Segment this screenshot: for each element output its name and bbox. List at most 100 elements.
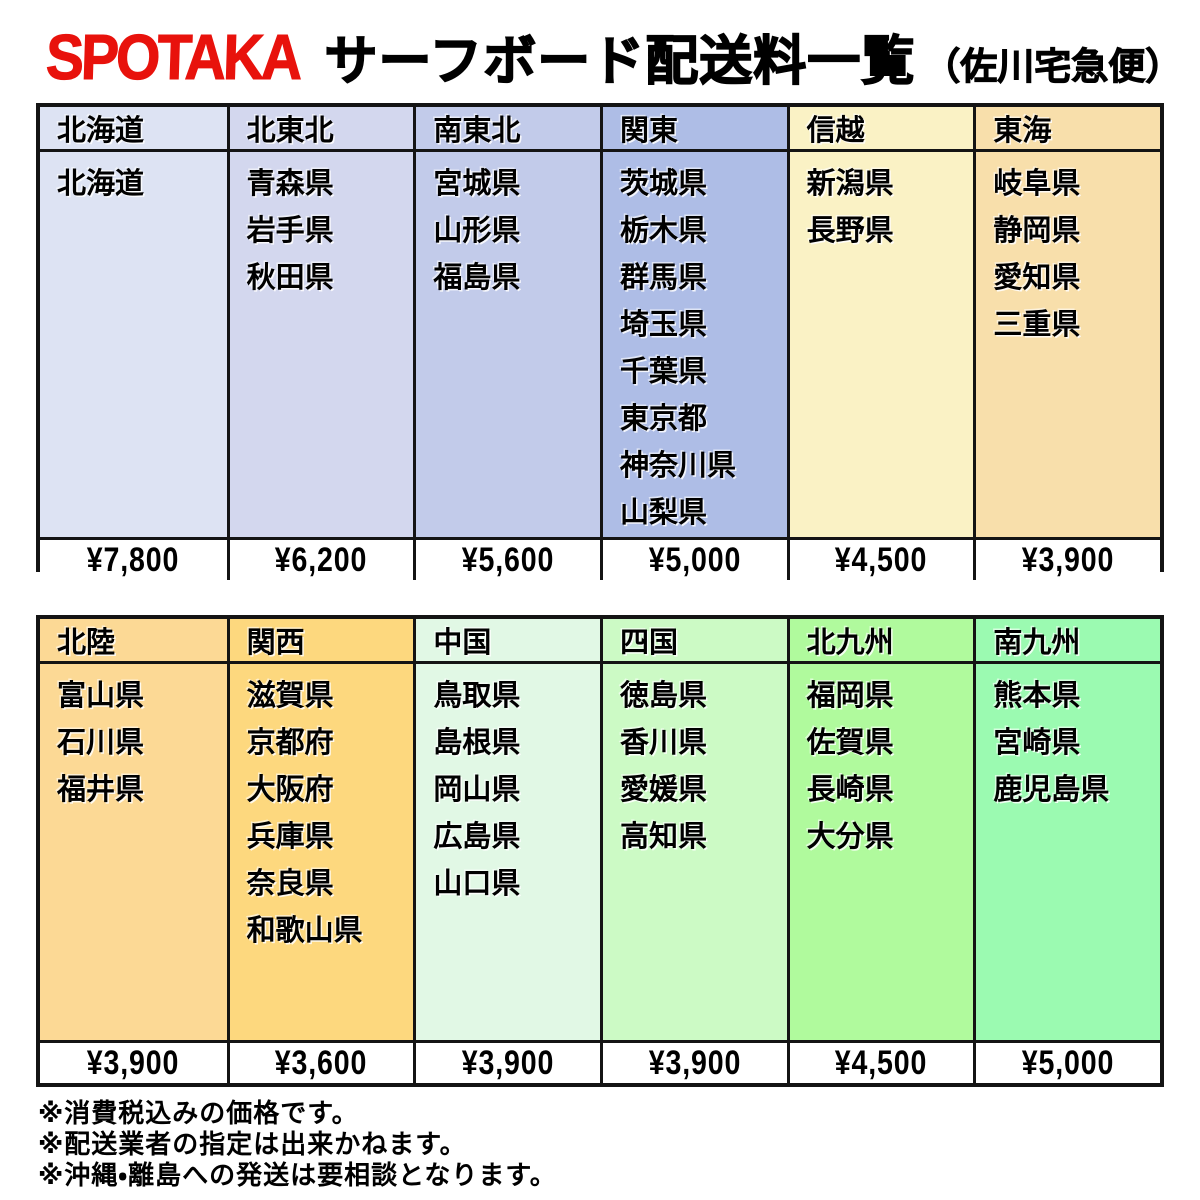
region-name: 四国	[620, 627, 679, 659]
prefecture-item: 宮崎県	[993, 727, 1081, 759]
region-name: 北海道	[57, 115, 145, 147]
prefecture-item: 滋賀県	[246, 680, 334, 712]
region-name: 北東北	[246, 115, 334, 147]
region-header: 北東北	[229, 107, 414, 152]
note-remote-islands: ※沖縄・離島への発送は要相談となります。	[38, 1160, 557, 1190]
prefecture-item: 佐賀県	[806, 727, 894, 759]
prefecture-item: 島根県	[433, 727, 521, 759]
prefecture-item: 愛知県	[993, 262, 1081, 294]
shipping-table-west: 北陸 富山県 石川県 福井県 ¥3,900 関西 滋賀県 京都府 大阪府 兵庫県 奈良県 和歌…	[36, 615, 1164, 1087]
prefecture-item: 富山県	[57, 680, 145, 712]
price-text: ¥3,900	[648, 1043, 742, 1082]
prefecture-item: 神奈川県	[620, 450, 737, 482]
region-prefectures: 熊本県 宮崎県 鹿児島県	[976, 664, 1160, 1040]
region-prefectures: 滋賀県 京都府 大阪府 兵庫県 奈良県 和歌山県	[230, 664, 414, 1040]
region-column: 北東北 青森県 岩手県 秋田県 ¥6,200	[226, 107, 414, 580]
prefecture-item: 長崎県	[806, 774, 894, 806]
region-header: 北海道	[40, 107, 227, 152]
region-prefectures: 茨城県 栃木県 群馬県 埼玉県 千葉県 東京都 神奈川県 山梨県	[603, 152, 787, 537]
region-prefectures: 岐阜県静岡県愛知県三重県	[976, 152, 1160, 537]
price-text: ¥5,000	[648, 540, 742, 579]
prefecture-item: 北海道	[57, 168, 145, 200]
prefecture-item: 香川県	[620, 727, 708, 759]
prefecture-item: 石川県	[57, 727, 145, 759]
price-text: ¥5,600	[461, 540, 555, 579]
page-title: サーフボード配送料一覧	[324, 31, 916, 91]
prefecture-item: 福島県	[433, 262, 521, 294]
footer-notes: ※消費税込みの価格です。 ※配送業者の指定は出来かねます。 ※沖縄・離島への発送…	[38, 1098, 557, 1191]
prefecture-item: 京都府	[246, 727, 334, 759]
prefecture-item: 群馬県	[620, 262, 708, 294]
price-text: ¥7,800	[87, 540, 180, 579]
region-price-cell: ¥5,000	[976, 1040, 1160, 1083]
region-column: 信越 新潟県 長野県 ¥4,500	[786, 107, 974, 580]
region-prefectures: 青森県 岩手県 秋田県	[230, 152, 414, 537]
region-header: 中国	[416, 619, 600, 664]
region-prefectures: 福岡県 佐賀県 長崎県 大分県	[790, 664, 974, 1040]
region-name: 南東北	[433, 115, 521, 147]
region-column: 中国 鳥取県 島根県 岡山県 広島県 山口県 ¥3,900	[413, 619, 600, 1083]
prefecture-item: 東京都	[620, 403, 708, 435]
region-price-cell: ¥3,900	[40, 1040, 227, 1083]
page-header: SPOTAKA サーフボード配送料一覧 （佐川宅急便）	[44, 20, 1183, 102]
region-column: 南九州 熊本県 宮崎県 鹿児島県 ¥5,000	[973, 619, 1160, 1083]
region-prefectures: 富山県 石川県 福井県	[40, 664, 227, 1040]
region-column: 北海道 北海道 ¥7,800	[40, 107, 227, 580]
prefecture-item: 広島県	[433, 821, 521, 853]
region-column: 南東北 宮城県山形県福島県 ¥5,600	[413, 107, 600, 580]
region-name: 南九州	[993, 627, 1081, 659]
price-text: ¥4,500	[835, 540, 928, 579]
prefecture-item: 山梨県	[620, 497, 708, 529]
spotaka-logo: SPOTAKA	[44, 21, 301, 94]
region-price-cell: ¥5,000	[603, 537, 787, 580]
region-prefectures: 新潟県 長野県	[790, 152, 974, 537]
prefecture-item: 愛媛県	[620, 774, 708, 806]
prefecture-item: 徳島県	[620, 680, 708, 712]
prefecture-item: 鹿児島県	[993, 774, 1110, 806]
region-column: 関東 茨城県 栃木県 群馬県 埼玉県 千葉県 東京都 神奈川県 山梨県 ¥5,000	[600, 107, 787, 580]
region-header: 東海	[976, 107, 1160, 152]
region-price-cell: ¥7,800	[40, 537, 227, 580]
prefecture-item: 岩手県	[246, 215, 334, 247]
prefecture-item: 和歌山県	[246, 915, 363, 947]
prefecture-item: 兵庫県	[246, 821, 334, 853]
prefecture-item: 栃木県	[620, 215, 708, 247]
price-text: ¥5,000	[1021, 1043, 1115, 1082]
region-name: 関東	[620, 115, 679, 147]
region-price-cell: ¥3,600	[229, 1040, 414, 1083]
region-header: 関西	[229, 619, 414, 664]
region-header: 北陸	[40, 619, 227, 664]
shipping-table-east: 北海道 北海道 ¥7,800 北東北 青森県 岩手県 秋田県 ¥6,200 南東北 …	[36, 103, 1164, 580]
price-text: ¥3,600	[275, 1043, 368, 1082]
prefecture-item: 岐阜県	[993, 168, 1081, 200]
region-price-cell: ¥6,200	[229, 537, 414, 580]
prefecture-item: 宮城県	[433, 168, 521, 200]
prefecture-item: 福岡県	[806, 680, 894, 712]
note-tax-included: ※消費税込みの価格です。	[38, 1098, 359, 1128]
price-text: ¥4,500	[835, 1043, 928, 1082]
price-text: ¥3,900	[87, 1043, 180, 1082]
price-text: ¥3,900	[1021, 540, 1115, 579]
prefecture-item: 静岡県	[993, 215, 1081, 247]
region-name: 中国	[433, 627, 492, 659]
region-header: 四国	[603, 619, 787, 664]
prefecture-item: 山形県	[433, 215, 521, 247]
prefecture-item: 鳥取県	[433, 680, 521, 712]
prefecture-item: 岡山県	[433, 774, 521, 806]
carrier-subtitle: （佐川宅急便）	[923, 45, 1183, 87]
prefecture-item: 三重県	[993, 309, 1081, 341]
prefecture-item: 青森県	[246, 168, 334, 200]
prefecture-item: 長野県	[806, 215, 894, 247]
region-header: 南九州	[976, 619, 1160, 664]
price-text: ¥6,200	[275, 540, 368, 579]
prefecture-item: 大阪府	[246, 774, 334, 806]
region-name: 信越	[806, 115, 865, 147]
prefecture-item: 山口県	[433, 868, 521, 900]
prefecture-item: 福井県	[57, 774, 145, 806]
region-header: 南東北	[416, 107, 600, 152]
region-column: 東海 岐阜県静岡県愛知県三重県 ¥3,900	[973, 107, 1160, 580]
prefecture-item: 千葉県	[620, 356, 708, 388]
region-prefectures: 宮城県 山形県 福島県	[416, 152, 600, 537]
region-price-cell: ¥3,900	[976, 537, 1160, 580]
